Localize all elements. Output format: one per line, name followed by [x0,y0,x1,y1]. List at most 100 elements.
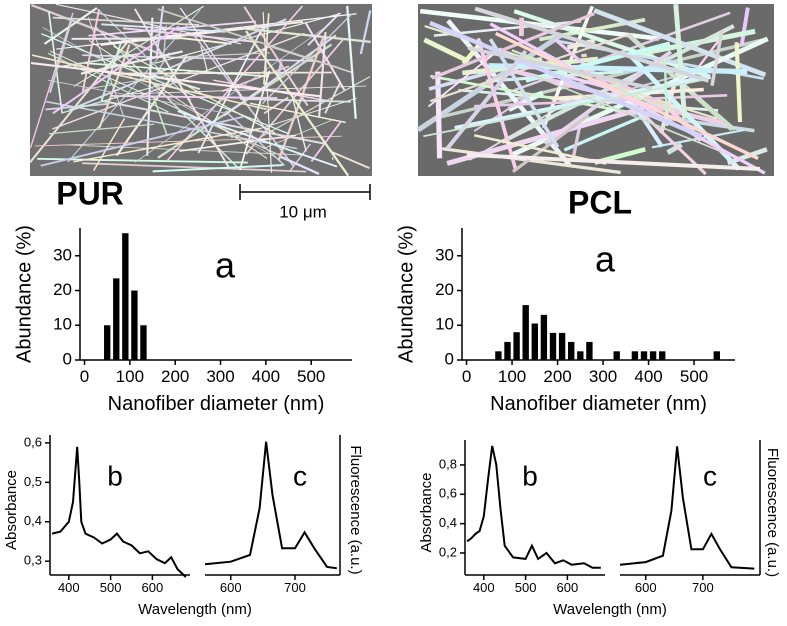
fiber [739,7,750,47]
bar [659,351,666,360]
bar [713,351,720,360]
fiber [250,102,346,124]
fiber [47,79,226,114]
fiber [566,38,596,50]
fiber [324,82,341,114]
fiber [92,117,126,172]
x-tick-label: 500 [515,580,537,595]
fiber [49,19,73,94]
fiber [29,12,74,148]
x-tick-label: 700 [284,580,306,595]
curve [619,446,755,570]
fiber [37,157,248,164]
fiber [68,18,287,111]
fiber [31,54,267,111]
fiber [431,12,595,80]
y-tick-label: 0 [63,349,72,368]
fiber [124,85,367,95]
x-tick-label: 600 [220,580,242,595]
x-tick-label: 400 [58,580,80,595]
fiber [134,23,331,163]
fiber [73,5,204,87]
bar [649,351,657,360]
fiber [152,96,169,137]
x-axis-label: Nanofiber diameter (nm) [490,393,707,415]
fiber [307,12,341,46]
bar [504,341,511,360]
fiber [292,100,307,152]
bar [568,341,575,360]
fiber [179,52,270,58]
fiber [318,31,327,118]
fiber [146,17,154,156]
x-tick-label: 100 [116,367,144,386]
bar [577,351,584,360]
bar [131,290,138,360]
y-tick-label: 0,5 [24,474,42,489]
fiber [152,164,283,173]
curve [466,445,601,569]
x-tick-label: 600 [142,580,164,595]
bar [558,332,566,360]
fiber [571,127,581,161]
x-tick-label: 0 [462,367,471,386]
bar [549,332,557,360]
fiber [467,46,653,91]
x-tick-label: 500 [100,580,122,595]
y-tick-label: 0,2 [439,544,457,559]
panel-letter: c [703,460,717,491]
fiber [304,21,346,91]
fiber [155,5,165,59]
y-tick-label: 30 [435,245,454,264]
fiber [429,33,630,103]
fiber [82,70,198,91]
fiber [81,9,100,92]
panel-letter: a [595,239,616,280]
fiber [734,42,743,123]
x-tick-label: 600 [557,580,579,595]
fiber [513,9,711,79]
y-tick-label: 0,3 [24,553,42,568]
y-axis-label: Abundance (%) [395,225,417,363]
fiber [466,152,761,172]
y-tick-label: 0 [445,349,454,368]
y-axis-label: Fluorescence (a.u.) [764,448,781,577]
x-tick-label: 300 [206,367,234,386]
curve [51,446,187,578]
fiber [441,147,621,175]
fiber [73,127,261,163]
x-axis-label: Wavelength (nm) [138,601,252,618]
fiber [88,40,268,159]
fiber [581,53,587,58]
fiber [48,11,63,113]
fiber [245,30,350,177]
fiber [454,74,712,131]
y-tick-label: 10 [53,315,72,334]
fiber [30,62,322,98]
x-axis-label: Wavelength (nm) [553,601,667,618]
bar [586,341,593,360]
x-tick-label: 300 [589,367,617,386]
x-axis-label: Nanofiber diameter (nm) [108,393,325,415]
y-tick-label: 10 [435,315,454,334]
y-axis-label: Absorbance [3,470,20,550]
fiber [726,147,768,166]
bar [631,351,639,360]
panel-title: PCL [568,184,632,220]
x-tick-label: 200 [161,367,189,386]
bar [122,233,129,360]
fiber [474,6,710,83]
curve [204,441,337,570]
fiber [673,4,688,119]
bar [104,325,111,360]
y-axis-label: Absorbance [418,472,435,552]
fiber [157,8,341,70]
fiber [423,37,467,63]
fiber [29,39,130,164]
bar [531,323,538,360]
bar [113,278,120,360]
fiber [82,162,307,173]
x-tick-label: 600 [635,580,657,595]
